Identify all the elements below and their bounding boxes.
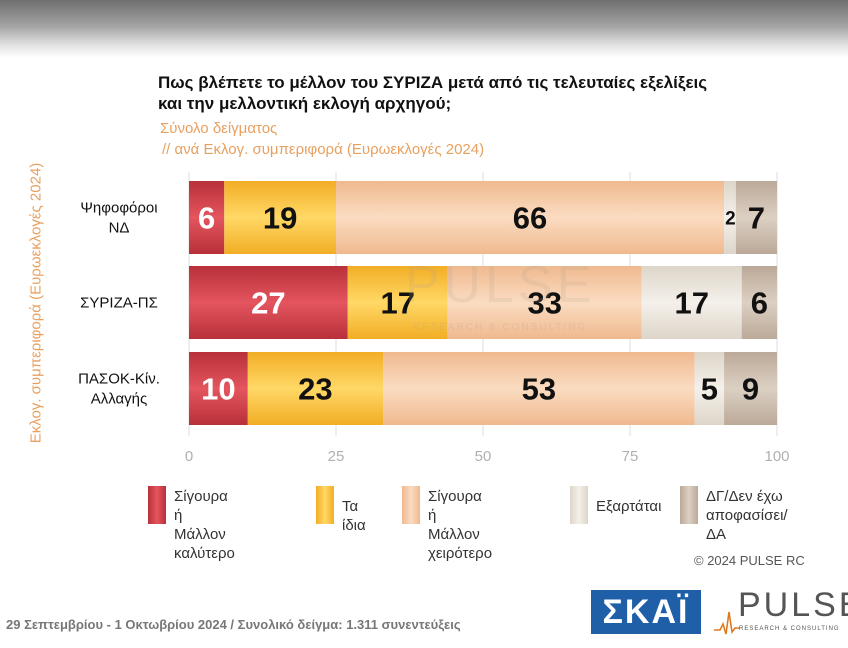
chart-subtitle: Σύνολο δείγματος xyxy=(160,120,278,137)
legend-label-same: Τα ίδια xyxy=(342,498,366,534)
bar-segment-worse xyxy=(447,266,642,339)
data-label: 66 xyxy=(513,201,547,236)
x-tick-label: 75 xyxy=(622,448,639,465)
data-label: 23 xyxy=(298,372,332,407)
legend-swatch-worse xyxy=(402,486,420,524)
bar-segment-worse xyxy=(336,181,725,254)
data-label: 9 xyxy=(742,372,759,407)
pulse-wave-icon xyxy=(714,611,740,635)
footer-sample-info: 29 Σεπτεμβρίου - 1 Οκτωβρίου 2024 / Συνο… xyxy=(6,617,461,632)
category-label: Ψηφοφόροι ΝΔ xyxy=(80,200,157,237)
legend-label-better: Σίγουρα ή Μάλλον καλύτερο xyxy=(174,488,235,562)
legend-swatch-same xyxy=(316,486,334,524)
data-label: 53 xyxy=(522,372,556,407)
pulse-logo: PULSE RESEARCH & CONSULTING xyxy=(712,586,848,638)
bar-segment-dk xyxy=(735,181,777,254)
bar-segment-same xyxy=(247,352,384,425)
bar-segment-depends xyxy=(641,266,742,339)
header-gradient-band xyxy=(0,0,848,58)
x-tick-label: 50 xyxy=(475,448,492,465)
data-label: 17 xyxy=(674,286,708,321)
skai-logo: ΣΚΑΪ xyxy=(591,590,701,634)
legend-swatch-dk xyxy=(680,486,698,524)
x-tick-label: 100 xyxy=(764,448,789,465)
category-label: ΣΥΡΙΖΑ-ΠΣ xyxy=(80,295,158,312)
data-label: 27 xyxy=(251,286,285,321)
data-label: 19 xyxy=(263,201,297,236)
bar-segment-dk xyxy=(724,352,777,425)
legend-label-worse: Σίγουρα ή Μάλλον χειρότερο xyxy=(428,488,493,562)
copyright-text: © 2024 PULSE RC xyxy=(694,553,805,568)
legend-swatch-depends xyxy=(570,486,588,524)
category-label: ΠΑΣΟΚ-Κίν. Αλλαγής xyxy=(78,371,160,408)
legend-swatch-better xyxy=(148,486,166,524)
data-label: 5 xyxy=(701,372,718,407)
bar-segment-depends xyxy=(724,181,736,254)
legend-label-dk: ΔΓ/Δεν έχω αποφασίσει/ΔΑ xyxy=(706,488,788,543)
data-label: 10 xyxy=(201,372,235,407)
chart-title: Πως βλέπετε το μέλλον του ΣΥΡΙΖΑ μετά απ… xyxy=(158,73,708,113)
bar-segment-better xyxy=(189,181,225,254)
x-tick-label: 0 xyxy=(185,448,193,465)
pulse-logo-word: PULSE xyxy=(738,586,848,624)
watermark: PULSE xyxy=(405,256,596,314)
bar-segment-better xyxy=(189,266,348,339)
bar-segment-same xyxy=(347,266,448,339)
data-label: 17 xyxy=(380,286,414,321)
data-label: 33 xyxy=(527,286,561,321)
chart-subtitle-breakdown: // ανά Εκλογ. συμπεριφορά (Ευρωεκλογές 2… xyxy=(162,141,485,158)
data-label: 2 xyxy=(725,209,736,230)
bar-segment-worse xyxy=(383,352,695,425)
watermark-tagline: RESEARCH & CONSULTING xyxy=(413,322,588,333)
bar-segment-same xyxy=(224,181,336,254)
legend-label-depends: Εξαρτάται xyxy=(596,498,662,515)
data-label: 6 xyxy=(751,286,768,321)
data-label: 6 xyxy=(198,201,215,236)
x-tick-label: 25 xyxy=(328,448,345,465)
bar-segment-depends xyxy=(694,352,725,425)
bar-segment-dk xyxy=(741,266,777,339)
data-label: 7 xyxy=(748,201,765,236)
bar-segment-better xyxy=(189,352,248,425)
pulse-logo-tagline: RESEARCH & CONSULTING xyxy=(739,626,840,632)
